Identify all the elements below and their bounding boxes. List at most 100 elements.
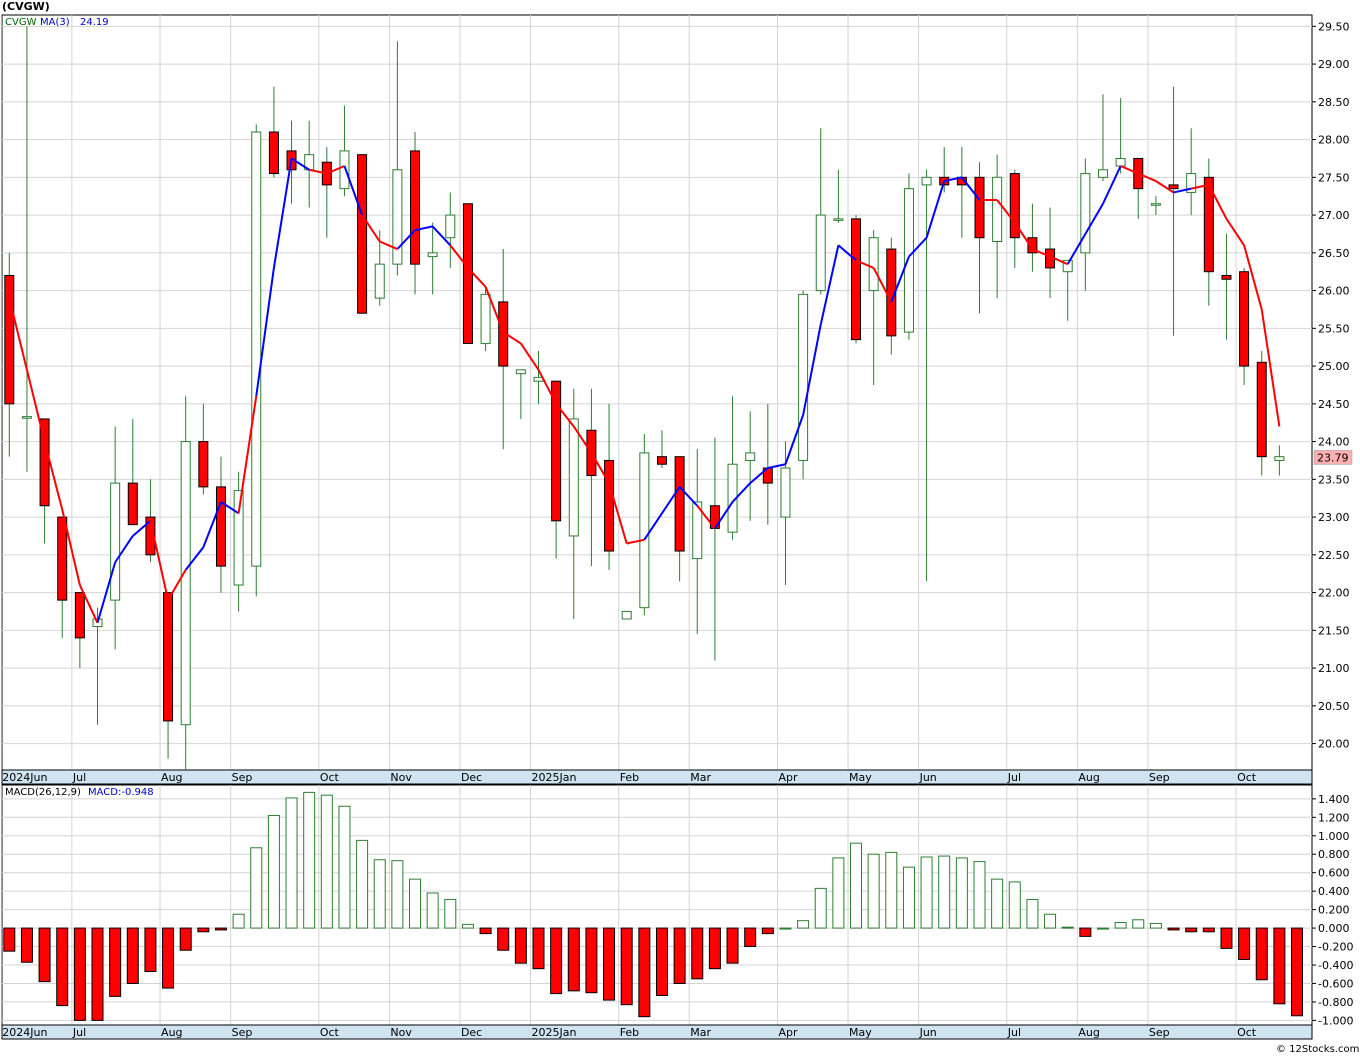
ma3-segment <box>819 245 840 325</box>
macd-tick-label: -0.800 <box>1318 996 1353 1009</box>
macd-bar <box>832 857 845 929</box>
macd-bar <box>126 927 139 984</box>
candle <box>1239 267 1250 385</box>
ma3-segment <box>343 165 364 216</box>
candle-body <box>1256 361 1267 458</box>
macd-histogram <box>3 791 1304 1021</box>
candle-body <box>551 380 562 522</box>
candle-body <box>198 441 209 488</box>
macd-bar <box>109 927 122 997</box>
macd-bar <box>779 927 792 930</box>
candle <box>427 222 438 295</box>
macd-bar <box>1044 913 1057 929</box>
candle <box>692 449 703 635</box>
ma3-segment <box>855 259 875 269</box>
ma3-segment <box>837 244 857 262</box>
price-tick-label: 29.00 <box>1318 58 1350 71</box>
ma3-segment <box>537 369 558 405</box>
macd-x-tick-label: Oct <box>320 1026 340 1039</box>
macd-x-tick-label: Sep <box>1149 1026 1170 1039</box>
candle-body <box>656 456 667 465</box>
macd-bar <box>726 927 739 964</box>
price-x-tick-label: Nov <box>390 771 412 784</box>
macd-bar <box>920 856 933 929</box>
candle-body <box>1203 176 1214 273</box>
candle-body <box>427 252 438 258</box>
macd-x-tick-label: Apr <box>778 1026 798 1039</box>
candle-body <box>1239 271 1250 367</box>
macd-bar <box>673 927 686 984</box>
ma3-segment <box>643 512 663 541</box>
macd-x-tick-label: 2025Jan <box>532 1026 577 1039</box>
candle <box>815 128 826 295</box>
macd-x-tick-label: Aug <box>161 1026 182 1039</box>
macd-bar <box>1185 927 1198 933</box>
candlesticks <box>4 26 1285 770</box>
price-tick-label: 29.50 <box>1318 20 1350 33</box>
macd-x-tick-label: Oct <box>1237 1026 1257 1039</box>
ma3-segment <box>1207 184 1228 220</box>
candle <box>339 105 350 197</box>
candle-body <box>780 467 791 518</box>
macd-bar <box>814 887 827 929</box>
ma3-segment <box>237 396 258 514</box>
macd-x-axis-band <box>1 1024 1313 1040</box>
candle <box>21 26 32 472</box>
macd-tick-label: -0.400 <box>1318 959 1353 972</box>
candle-body <box>674 456 685 552</box>
macd-bar <box>303 791 316 929</box>
candle <box>215 456 226 593</box>
candle <box>1062 259 1073 321</box>
price-x-tick-label: Jun <box>919 771 937 784</box>
candle <box>357 154 368 314</box>
candle-body <box>1168 184 1179 190</box>
price-tick-label: 21.50 <box>1318 624 1350 637</box>
macd-x-tick-label: Mar <box>690 1026 711 1039</box>
macd-bar <box>3 927 16 952</box>
ma3-segment <box>608 482 628 544</box>
macd-bar <box>532 927 545 970</box>
ma3-segment <box>731 482 751 503</box>
macd-tick-label: -1.000 <box>1318 1014 1353 1027</box>
macd-y-axis: 1.400 1.200 1.000 0.800 0.600 0.400 0.200 0.000… <box>1312 793 1353 1027</box>
macd-bar <box>373 859 386 929</box>
macd-bar <box>285 797 298 929</box>
ma3-segment <box>502 331 522 345</box>
price-x-tick-label: Apr <box>778 771 798 784</box>
macd-bar <box>620 927 633 1006</box>
macd-x-tick-label: Dec <box>461 1026 482 1039</box>
price-tick-label: 23.50 <box>1318 473 1350 486</box>
macd-bar <box>479 927 492 935</box>
macd-bar <box>1167 927 1180 931</box>
candle-body <box>392 169 403 265</box>
candle-body <box>515 369 526 375</box>
ma3-segment <box>714 501 734 529</box>
macd-tick-label: 0.800 <box>1318 848 1350 861</box>
candle-body <box>833 218 844 221</box>
candle-body <box>974 176 985 239</box>
candle-body <box>692 501 703 560</box>
candle-body <box>1115 157 1126 167</box>
ma-label: MA(3) <box>40 17 70 28</box>
candle <box>974 162 985 314</box>
ma3-segment <box>1155 180 1175 194</box>
macd-bar <box>38 927 51 983</box>
macd-tick-label: -0.200 <box>1318 941 1353 954</box>
candle-body <box>374 263 385 299</box>
macd-bar <box>1273 927 1286 1005</box>
ma-value: 24.19 <box>80 17 109 28</box>
macd-bar <box>426 892 439 929</box>
candle-body <box>410 150 421 265</box>
macd-x-tick-label: Jul <box>1007 1026 1021 1039</box>
candle <box>57 516 68 638</box>
ma3-segment <box>272 158 293 269</box>
candle-body <box>815 214 826 292</box>
ma3-segment <box>114 535 134 563</box>
macd-bar <box>338 805 351 929</box>
candle-body <box>745 452 756 461</box>
ma3-segment <box>326 165 345 175</box>
macd-bar <box>73 927 86 1021</box>
ma3-segment <box>8 297 28 371</box>
macd-bar <box>1220 927 1233 949</box>
